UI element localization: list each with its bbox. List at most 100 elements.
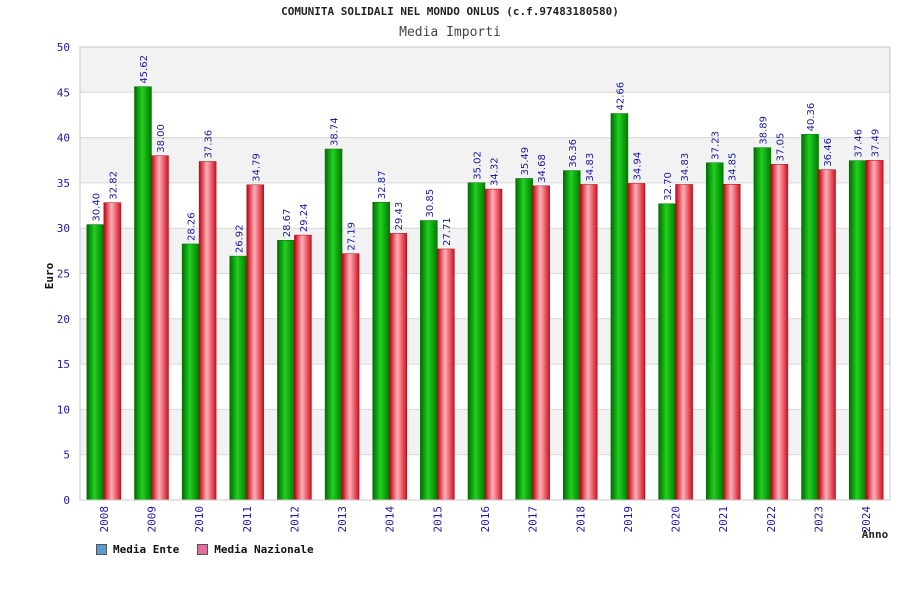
- bar-media-nazionale: [770, 164, 789, 501]
- bar-media-ente: [134, 86, 152, 501]
- bar-media-nazionale: [246, 184, 265, 501]
- data-label: 28.67: [282, 209, 293, 238]
- grid-band: [80, 47, 890, 93]
- bars-layer: [86, 86, 884, 501]
- x-tick-label: 2011: [241, 506, 254, 533]
- bar-media-ente: [86, 224, 105, 501]
- x-tick-label: 2023: [813, 506, 826, 533]
- bar-media-ente: [658, 203, 676, 501]
- bar-media-nazionale: [532, 185, 550, 501]
- x-tick-label: 2010: [193, 506, 206, 533]
- data-label: 35.49: [520, 147, 531, 176]
- data-label: 38.74: [330, 117, 341, 146]
- x-tick-label: 2024: [860, 506, 873, 533]
- chart-title: COMUNITA SOLIDALI NEL MONDO ONLUS (c.f.9…: [281, 5, 619, 18]
- bar-media-nazionale: [675, 184, 693, 501]
- y-tick-label: 25: [57, 268, 70, 281]
- bar-media-ente: [753, 147, 772, 501]
- bar-media-ente: [467, 182, 486, 501]
- bar-media-ente: [801, 134, 819, 501]
- data-label: 32.87: [377, 171, 388, 200]
- y-tick-label: 0: [63, 494, 70, 507]
- data-label: 28.26: [187, 212, 198, 241]
- legend: Media Ente Media Nazionale: [96, 543, 314, 556]
- bar-media-ente: [277, 239, 295, 501]
- x-tick-label: 2009: [145, 506, 158, 533]
- x-axis-label: Anno: [862, 528, 889, 541]
- y-tick-label: 30: [57, 222, 70, 235]
- bar-media-nazionale: [722, 184, 741, 501]
- y-tick-label: 40: [57, 132, 70, 145]
- x-tick-label: 2022: [765, 506, 778, 533]
- data-label: 34.79: [251, 153, 262, 182]
- data-label: 29.43: [394, 202, 405, 231]
- bar-media-ente: [324, 148, 343, 501]
- data-label: 34.32: [490, 157, 501, 186]
- x-tick-label: 2020: [670, 506, 683, 533]
- bar-media-ente: [372, 201, 390, 501]
- grid-band: [80, 92, 890, 138]
- y-tick-label: 50: [57, 41, 70, 54]
- x-tick-label: 2008: [98, 506, 111, 533]
- y-tick-label: 45: [57, 86, 70, 99]
- x-tick-label: 2012: [288, 506, 301, 533]
- data-label: 27.19: [347, 222, 358, 251]
- x-tick-label: 2014: [384, 506, 397, 533]
- x-tick-label: 2019: [622, 506, 635, 533]
- bar-media-nazionale: [627, 183, 646, 501]
- x-tick-label: 2016: [479, 506, 492, 533]
- bar-media-nazionale: [484, 188, 503, 501]
- axes-layer: 0 5 10 15 20 25 30 35 40 45 50 2008 2009 2010 2011 2012…: [57, 41, 891, 533]
- data-label: 35.02: [473, 151, 484, 180]
- data-label: 34.83: [585, 153, 596, 182]
- legend-swatch-ente: [96, 544, 107, 555]
- y-tick-label: 15: [57, 358, 70, 371]
- x-tick-label: 2017: [527, 506, 540, 533]
- data-label: 26.92: [234, 224, 245, 253]
- data-label: 32.70: [663, 172, 674, 201]
- labels-layer: 30.40 32.82 45.62 38.00 28.26 37.36 26.92 34.79…: [91, 55, 881, 253]
- bar-media-ente: [610, 113, 629, 501]
- data-label: 38.89: [758, 116, 769, 145]
- data-label: 34.83: [680, 153, 691, 182]
- y-tick-label: 10: [57, 403, 70, 416]
- x-tick-label: 2018: [574, 506, 587, 533]
- legend-label-ente: Media Ente: [113, 543, 180, 556]
- legend-label-nazionale: Media Nazionale: [214, 543, 314, 556]
- data-label: 29.24: [299, 203, 310, 232]
- x-tick-label: 2015: [431, 506, 444, 533]
- bar-media-nazionale: [294, 234, 312, 501]
- y-tick-label: 20: [57, 313, 70, 326]
- bar-media-ente: [229, 255, 248, 501]
- bar-media-nazionale: [580, 184, 598, 501]
- data-label: 37.36: [204, 130, 215, 159]
- bar-media-ente: [420, 220, 438, 501]
- bar-media-nazionale: [151, 155, 169, 501]
- y-tick-label: 5: [63, 449, 70, 462]
- data-label: 42.66: [615, 82, 626, 111]
- data-label: 34.68: [537, 154, 548, 183]
- x-tick-label: 2013: [336, 506, 349, 533]
- y-tick-label: 35: [57, 177, 70, 190]
- data-label: 45.62: [139, 55, 150, 84]
- data-label: 30.40: [91, 193, 102, 222]
- bar-media-nazionale: [865, 160, 884, 501]
- data-label: 37.49: [871, 129, 882, 158]
- data-label: 37.46: [854, 129, 865, 158]
- data-label: 27.71: [442, 217, 453, 246]
- bar-media-nazionale: [389, 233, 407, 501]
- bar-media-nazionale: [103, 202, 122, 501]
- legend-item-nazionale: Media Nazionale: [197, 543, 314, 556]
- y-axis-label: Euro: [43, 262, 56, 289]
- data-label: 37.23: [711, 131, 722, 160]
- bar-media-ente: [705, 162, 724, 501]
- bar-media-ente: [848, 160, 867, 501]
- bar-media-nazionale: [341, 253, 360, 501]
- bar-media-ente: [563, 170, 581, 501]
- data-label: 40.36: [806, 103, 817, 132]
- data-label: 30.85: [425, 189, 436, 218]
- data-label: 32.82: [108, 171, 119, 200]
- x-tick-label: 2021: [717, 506, 730, 533]
- data-label: 36.36: [568, 139, 579, 168]
